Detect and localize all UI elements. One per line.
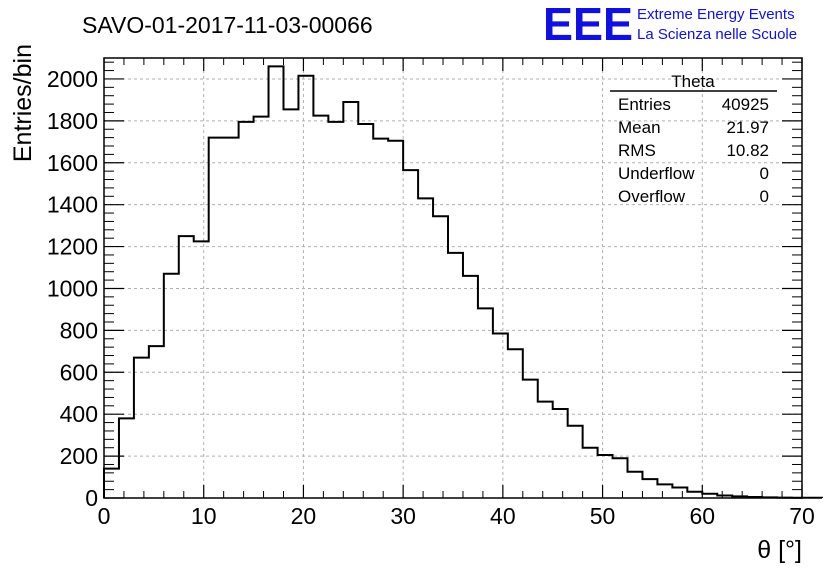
y-tick-label: 1800 bbox=[47, 108, 98, 134]
stats-box: Theta Entries 40925 Mean 21.97 RMS 10.82… bbox=[610, 72, 777, 206]
x-tick-label: 10 bbox=[191, 503, 217, 529]
x-tick-label: 70 bbox=[789, 503, 815, 529]
x-axis-title: θ [°] bbox=[757, 536, 802, 564]
stats-title: Theta bbox=[671, 72, 715, 91]
y-tick-label: 200 bbox=[60, 443, 98, 469]
stats-value: 21.97 bbox=[726, 118, 769, 137]
stats-label: Entries bbox=[618, 95, 671, 114]
logo-line-2: La Scienza nelle Scuole bbox=[637, 26, 797, 43]
stats-label: RMS bbox=[618, 141, 656, 160]
x-tick-label: 30 bbox=[390, 503, 416, 529]
x-tick-label: 0 bbox=[98, 503, 111, 529]
x-tick-label: 20 bbox=[291, 503, 317, 529]
y-tick-label: 400 bbox=[60, 401, 98, 427]
chart-title: SAVO-01-2017-11-03-00066 bbox=[82, 12, 373, 38]
plot-frame bbox=[103, 57, 803, 499]
histogram-outline bbox=[103, 65, 823, 499]
y-tick-label: 600 bbox=[60, 359, 98, 385]
logo-mark: EEE bbox=[543, 0, 633, 50]
y-tick-label: 0 bbox=[85, 485, 98, 511]
stats-value: 0 bbox=[760, 164, 769, 183]
stats-value: 40925 bbox=[722, 95, 769, 114]
y-tick-label: 1000 bbox=[47, 275, 98, 301]
y-tick-label: 1400 bbox=[47, 192, 98, 218]
stats-row-rms: RMS 10.82 bbox=[618, 141, 769, 160]
y-tick-labels: 0 200 400 600 800 1000 1200 1400 1600 1800 2000 bbox=[47, 66, 98, 511]
x-tick-label: 60 bbox=[689, 503, 715, 529]
stats-label: Mean bbox=[618, 118, 661, 137]
y-tick-label: 1200 bbox=[47, 234, 98, 260]
stats-label: Underflow bbox=[618, 164, 695, 183]
stats-row-mean: Mean 21.97 bbox=[618, 118, 769, 137]
stats-label: Overflow bbox=[618, 187, 686, 206]
x-tick-label: 50 bbox=[590, 503, 616, 529]
stats-row-underflow: Underflow 0 bbox=[618, 164, 769, 183]
y-tick-label: 2000 bbox=[47, 66, 98, 92]
stats-value: 10.82 bbox=[726, 141, 769, 160]
y-axis-title: Entries/bin bbox=[9, 44, 37, 162]
stats-row-overflow: Overflow 0 bbox=[618, 187, 769, 206]
stats-value: 0 bbox=[760, 187, 769, 206]
x-tick-label: 40 bbox=[490, 503, 516, 529]
x-tick-labels: 0 10 20 30 40 50 60 70 bbox=[98, 503, 815, 529]
grid-lines bbox=[104, 58, 802, 498]
y-tick-label: 800 bbox=[60, 317, 98, 343]
y-tick-label: 1600 bbox=[47, 150, 98, 176]
logo-line-1: Extreme Energy Events bbox=[637, 6, 795, 23]
axis-ticks bbox=[103, 58, 803, 499]
eee-logo: EEE Extreme Energy Events La Scienza nel… bbox=[543, 0, 797, 50]
stats-row-entries: Entries 40925 bbox=[618, 95, 769, 114]
